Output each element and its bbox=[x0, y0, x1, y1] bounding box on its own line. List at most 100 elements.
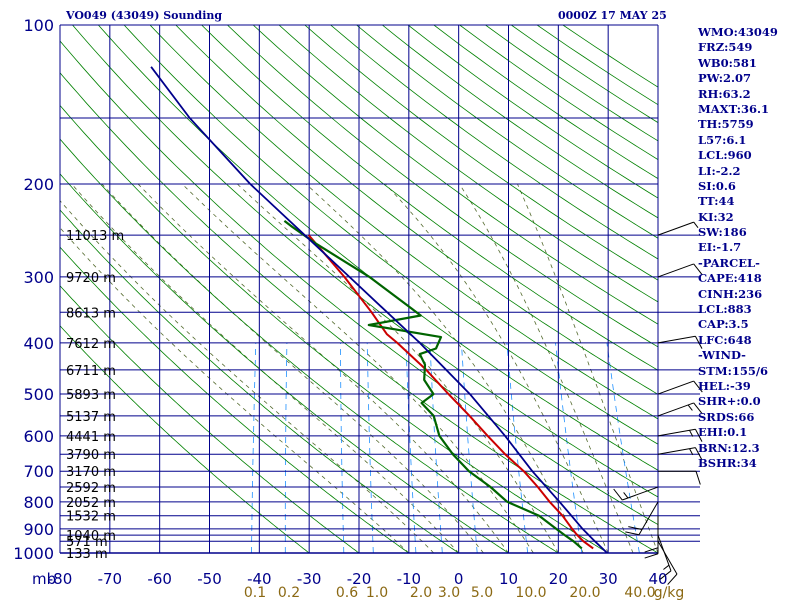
dry-adiabat bbox=[227, 25, 658, 348]
dry-adiabat bbox=[60, 104, 609, 553]
index-item: EI:-1.7 bbox=[698, 240, 742, 255]
index-item: HEL:-39 bbox=[698, 378, 751, 393]
wind-barb-flag bbox=[625, 531, 640, 536]
dewpoint-profile bbox=[283, 220, 583, 550]
index-item: BRN:12.3 bbox=[698, 440, 760, 455]
wind-barb-flag bbox=[694, 429, 703, 442]
wind-barb-flag bbox=[623, 492, 629, 499]
pressure-unit-label: mb bbox=[32, 570, 56, 588]
height-label: 11013 m bbox=[66, 229, 124, 244]
wind-barb bbox=[657, 402, 694, 417]
index-item: CAPE:418 bbox=[698, 271, 762, 286]
wind-barb-flag bbox=[693, 221, 699, 228]
moist-adiabat bbox=[458, 183, 634, 553]
pressure-tick-label: 100 bbox=[23, 16, 54, 35]
height-label: 4441 m bbox=[66, 430, 116, 445]
pressure-tick-label: 300 bbox=[23, 268, 54, 287]
pressure-tick-label: 200 bbox=[23, 175, 54, 194]
index-item: L57:6.1 bbox=[698, 132, 747, 147]
wind-barb-flag bbox=[644, 553, 659, 559]
wind-barb-flag bbox=[628, 526, 643, 531]
height-label: 7612 m bbox=[66, 337, 116, 352]
height-label: 5893 m bbox=[66, 388, 116, 403]
height-label: 6711 m bbox=[66, 364, 116, 379]
wind-barb bbox=[657, 221, 694, 236]
wind-barb-flag bbox=[689, 430, 694, 437]
dry-adiabat bbox=[60, 285, 360, 553]
dry-adiabat bbox=[60, 209, 460, 553]
index-item: RH:63.2 bbox=[698, 86, 751, 101]
temperature-tick-label: 30 bbox=[599, 570, 618, 588]
height-label: 1040 m bbox=[66, 529, 116, 544]
index-item: LI:-2.2 bbox=[698, 163, 741, 178]
index-item: FRZ:549 bbox=[698, 40, 753, 55]
index-item: CAP:3.5 bbox=[698, 317, 749, 332]
dry-adiabat bbox=[60, 173, 510, 553]
wind-barb-flag bbox=[689, 448, 694, 456]
index-item: PW:2.07 bbox=[698, 71, 752, 86]
dry-adiabat bbox=[60, 246, 410, 553]
dry-adiabat bbox=[60, 138, 560, 553]
temperature-tick-label: -40 bbox=[247, 570, 272, 588]
pressure-tick-label: 800 bbox=[23, 493, 54, 512]
wind-barb bbox=[622, 486, 659, 501]
pressure-tick-label: 900 bbox=[23, 520, 54, 539]
index-item: MAXT:36.1 bbox=[698, 101, 769, 116]
dry-adiabat bbox=[72, 25, 658, 498]
wind-barb-flag bbox=[694, 447, 703, 461]
temperature-tick-label: -70 bbox=[98, 570, 123, 588]
index-item: EHI:0.1 bbox=[698, 425, 748, 440]
mixing-ratio-label: 40.0 bbox=[624, 585, 655, 600]
index-item: WB0:581 bbox=[698, 55, 757, 70]
height-label: 5137 m bbox=[66, 410, 116, 425]
temperature-tick-label: -30 bbox=[297, 570, 322, 588]
index-item: STM:155/6 bbox=[698, 363, 769, 378]
mixing-ratio-label: 0.2 bbox=[278, 585, 300, 600]
moist-adiabat bbox=[517, 183, 658, 553]
moist-adiabat bbox=[305, 183, 584, 553]
height-label: 3170 m bbox=[66, 465, 116, 480]
mixing-ratio-label: 3.0 bbox=[438, 585, 460, 600]
index-item: KI:32 bbox=[698, 209, 734, 224]
index-item: SI:0.6 bbox=[698, 178, 736, 193]
wind-barb bbox=[657, 428, 696, 437]
index-item: -WIND- bbox=[698, 348, 746, 363]
wind-barb bbox=[657, 540, 678, 575]
dry-adiabat bbox=[60, 72, 658, 553]
dry-adiabat bbox=[304, 25, 658, 281]
temperature-tick-label: 0 bbox=[454, 570, 464, 588]
wind-barb-flag bbox=[693, 263, 703, 276]
pressure-tick-label: 1000 bbox=[13, 544, 54, 563]
height-label: 2592 m bbox=[66, 481, 116, 496]
mixing-ratio-label: 2.0 bbox=[410, 585, 432, 600]
temperature-tick-label: -60 bbox=[147, 570, 172, 588]
mixing-ratio-label: 20.0 bbox=[569, 585, 600, 600]
wind-barb-flag bbox=[663, 564, 670, 570]
wind-barb-flag bbox=[695, 471, 701, 485]
mixing-ratio-label: 10.0 bbox=[515, 585, 546, 600]
index-item: WMO:43049 bbox=[698, 25, 778, 39]
index-item: SW:186 bbox=[698, 225, 747, 240]
mixing-ratio-unit: g/kg bbox=[654, 585, 685, 600]
wind-barb bbox=[657, 534, 672, 572]
dry-adiabat bbox=[252, 25, 658, 325]
wind-barb bbox=[657, 380, 694, 395]
wind-barb-flag bbox=[694, 336, 703, 349]
height-label: 2052 m bbox=[66, 496, 116, 511]
wind-barb bbox=[638, 501, 659, 535]
index-item: LCL:883 bbox=[698, 302, 752, 317]
height-label: 8613 m bbox=[66, 306, 116, 321]
temperature-tick-label: 10 bbox=[499, 570, 518, 588]
pressure-tick-label: 500 bbox=[23, 385, 54, 404]
mixing-ratio-label: 5.0 bbox=[471, 585, 493, 600]
mixing-ratio-label: 1.0 bbox=[366, 585, 388, 600]
dry-adiabat bbox=[278, 25, 658, 303]
height-label: 9720 m bbox=[66, 271, 116, 286]
index-item: LFC:648 bbox=[698, 332, 752, 347]
temperature-tick-label: 40 bbox=[648, 570, 667, 588]
height-label: 133 m bbox=[66, 547, 108, 562]
temperature-tick-label: 20 bbox=[549, 570, 568, 588]
stability-indices-panel: WMO:43049 FRZ:549 WB0:581 PW:2.07 RH:63.2 MAX… bbox=[698, 25, 778, 471]
index-item: CINH:236 bbox=[698, 286, 763, 301]
